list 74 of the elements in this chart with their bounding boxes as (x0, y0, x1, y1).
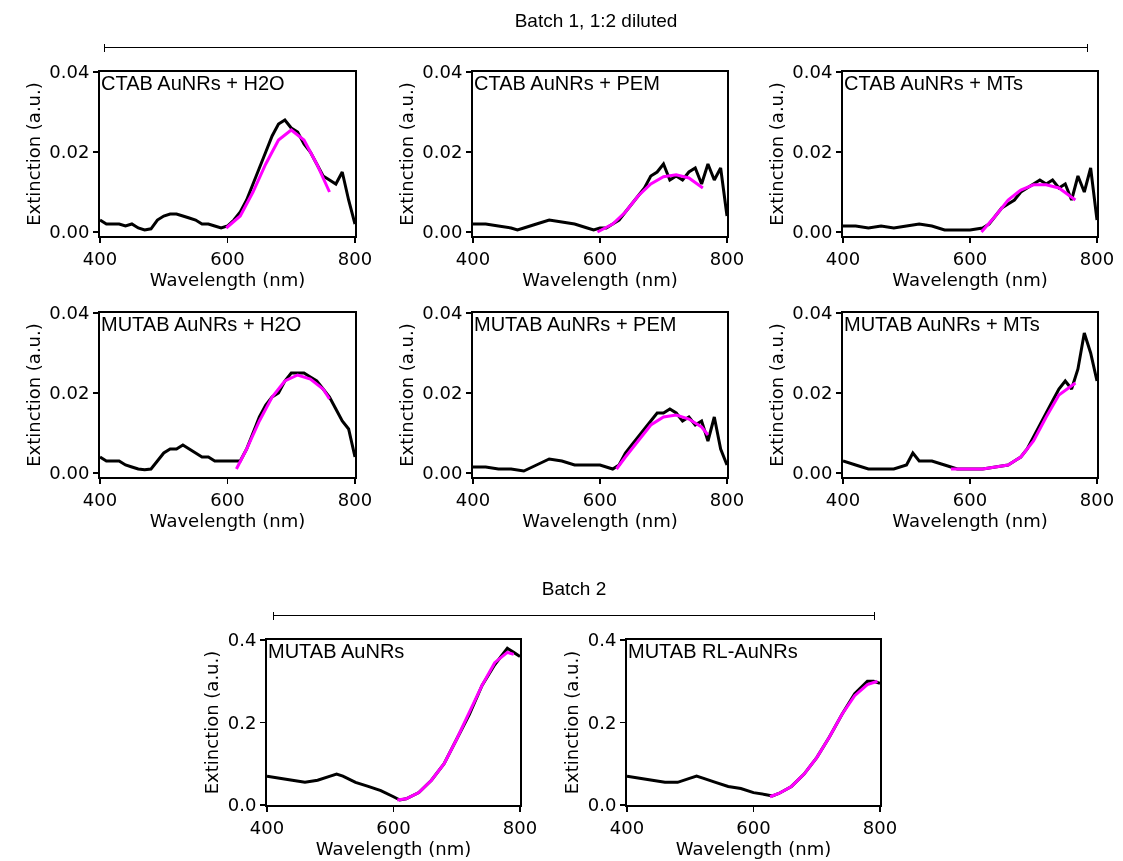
y-tick-label: 0.04 (49, 302, 90, 324)
x-tick-label: 600 (582, 247, 618, 269)
x-tick-label: 600 (210, 488, 245, 510)
y-tick-label: 0.02 (792, 141, 833, 163)
x-axis-title: Wavelength (nm) (675, 837, 832, 859)
x-axis-title: Wavelength (nm) (522, 509, 678, 531)
x-tick-label: 600 (736, 816, 771, 838)
y-axis-title: Extinction (a.u.) (561, 650, 583, 795)
y-axis-title: Extinction (a.u.) (396, 82, 418, 226)
y-tick-label: 0.04 (422, 302, 463, 324)
y-tick-label: 0.02 (422, 141, 463, 163)
y-tick-label: 0.02 (49, 141, 90, 163)
x-tick-label: 800 (502, 816, 538, 838)
chart-title: CTAB AuNRs + H2O (101, 72, 285, 94)
y-tick-label: 0.4 (587, 629, 617, 651)
chart-title: CTAB AuNRs + MTs (844, 72, 1024, 94)
x-tick-label: 800 (1079, 488, 1115, 510)
y-tick-label: 0.02 (49, 382, 90, 404)
text: Batch 2 (541, 578, 607, 600)
y-tick-label: 0.04 (792, 61, 833, 83)
x-tick-label: 800 (1079, 247, 1115, 269)
y-tick-label: 0.4 (227, 629, 257, 651)
x-tick-label: 800 (709, 247, 745, 269)
y-tick-label: 0.0 (227, 794, 257, 816)
x-tick-label: 400 (609, 816, 645, 838)
x-tick-label: 400 (825, 247, 861, 269)
x-axis-title: Wavelength (nm) (149, 268, 306, 290)
x-tick-label: 600 (210, 247, 245, 269)
y-tick-label: 0.00 (422, 221, 463, 243)
x-tick-label: 600 (952, 488, 988, 510)
y-axis-title: Extinction (a.u.) (23, 323, 45, 467)
chart-title: CTAB AuNRs + PEM (474, 72, 660, 94)
x-tick-label: 400 (249, 816, 285, 838)
x-tick-label: 800 (337, 488, 373, 510)
x-tick-label: 800 (709, 488, 745, 510)
x-tick-label: 400 (455, 488, 491, 510)
x-tick-label: 600 (952, 247, 988, 269)
y-tick-label: 0.0 (587, 794, 617, 816)
y-tick-label: 0.04 (49, 61, 90, 83)
y-tick-label: 0.02 (792, 382, 833, 404)
x-tick-label: 600 (376, 816, 411, 838)
y-axis-title: Extinction (a.u.) (201, 650, 223, 795)
y-axis-title: Extinction (a.u.) (766, 82, 788, 226)
x-tick-label: 400 (82, 247, 118, 269)
x-tick-label: 400 (82, 488, 118, 510)
y-axis-title: Extinction (a.u.) (23, 82, 45, 226)
x-tick-label: 600 (582, 488, 618, 510)
x-axis-title: Wavelength (nm) (522, 268, 678, 290)
chart-title: MUTAB AuNRs + PEM (474, 313, 677, 335)
text: Batch 1, 1:2 diluted (514, 10, 678, 32)
y-tick-label: 0.00 (792, 221, 833, 243)
x-tick-label: 800 (862, 816, 898, 838)
chart-title: MUTAB RL-AuNRs (628, 640, 798, 662)
chart-title: MUTAB AuNRs + H2O (101, 313, 302, 335)
y-tick-label: 0.00 (49, 221, 90, 243)
y-tick-label: 0.04 (792, 302, 833, 324)
y-tick-label: 0.02 (422, 382, 463, 404)
y-tick-label: 0.00 (49, 462, 90, 484)
y-tick-label: 0.00 (792, 462, 833, 484)
chart-title: MUTAB AuNRs + MTs (844, 313, 1040, 335)
x-axis-title: Wavelength (nm) (892, 268, 1048, 290)
x-tick-label: 800 (337, 247, 373, 269)
x-tick-label: 400 (455, 247, 491, 269)
y-tick-label: 0.2 (227, 711, 257, 733)
y-axis-title: Extinction (a.u.) (766, 323, 788, 467)
x-axis-title: Wavelength (nm) (315, 837, 472, 859)
x-tick-label: 400 (825, 488, 861, 510)
chart-title: MUTAB AuNRs (268, 640, 405, 662)
x-axis-title: Wavelength (nm) (892, 509, 1048, 531)
y-tick-label: 0.04 (422, 61, 463, 83)
x-axis-title: Wavelength (nm) (149, 509, 306, 531)
y-axis-title: Extinction (a.u.) (396, 323, 418, 467)
y-tick-label: 0.2 (587, 711, 617, 733)
y-tick-label: 0.00 (422, 462, 463, 484)
